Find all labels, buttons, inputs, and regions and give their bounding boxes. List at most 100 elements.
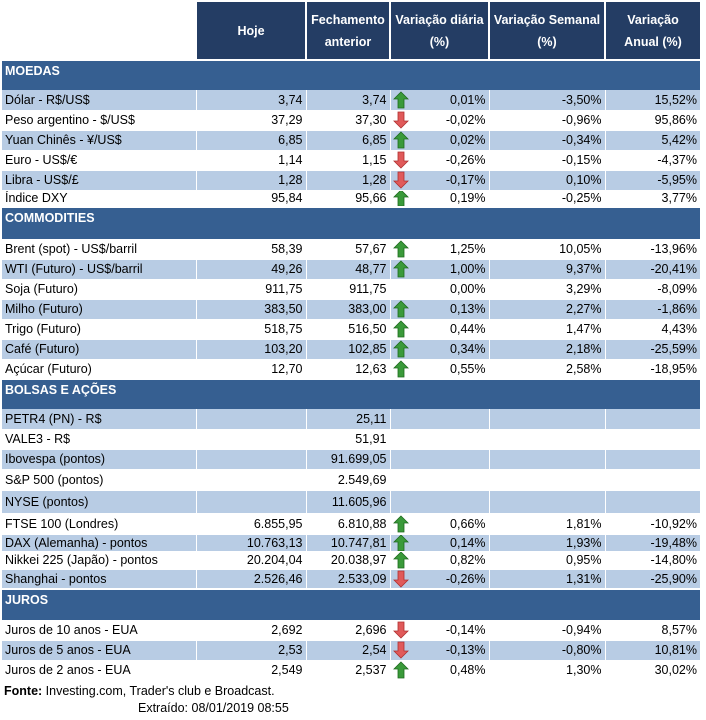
header-blank bbox=[2, 2, 197, 60]
diaria-value: -0,26% bbox=[445, 571, 486, 586]
arrow-up-icon bbox=[392, 534, 409, 550]
cell-anual: -19,48% bbox=[605, 534, 700, 552]
cell-anual: 95,86% bbox=[605, 110, 700, 131]
cell-semanal: 2,18% bbox=[489, 339, 606, 360]
diaria-value: 1,25% bbox=[450, 241, 486, 256]
arrow-down-icon bbox=[392, 621, 409, 639]
cell-semanal: 3,29% bbox=[489, 279, 606, 300]
cell-semanal bbox=[489, 469, 606, 491]
cell-hoje: 12,70 bbox=[196, 359, 307, 380]
cell-semanal: 1,93% bbox=[489, 534, 606, 552]
cell-semanal: -0,94% bbox=[489, 620, 606, 641]
arrow-down-icon bbox=[392, 641, 409, 659]
row-label: DAX (Alemanha) - pontos bbox=[2, 534, 197, 552]
table-row: Índice DXY 95,84 95,66 0,19% -0,25% 3,77… bbox=[2, 190, 700, 208]
table-row: FTSE 100 (Londres) 6.855,95 6.810,88 0,6… bbox=[2, 513, 700, 535]
table-row: VALE3 - R$ 51,91 bbox=[2, 429, 700, 450]
cell-hoje: 1,14 bbox=[196, 150, 307, 171]
cell-semanal: -0,15% bbox=[489, 150, 606, 171]
row-label: Euro - US$/€ bbox=[2, 150, 197, 171]
table-row: S&P 500 (pontos) 2.549,69 bbox=[2, 469, 700, 491]
section-header: COMMODITIES bbox=[2, 206, 700, 239]
cell-fechamento: 6,85 bbox=[306, 130, 391, 151]
arrow-down-icon bbox=[392, 171, 409, 189]
cell-diaria: 0,34% bbox=[390, 339, 490, 360]
cell-fechamento: 57,67 bbox=[306, 239, 391, 260]
cell-anual: 3,77% bbox=[605, 190, 700, 208]
cell-semanal: 1,47% bbox=[489, 319, 606, 340]
header-anual: Variação Anual (%) bbox=[605, 2, 700, 60]
arrow-up-icon bbox=[392, 260, 409, 278]
cell-hoje: 2,549 bbox=[196, 660, 307, 681]
header-semanal: Variação Semanal (%) bbox=[489, 2, 606, 60]
cell-hoje: 518,75 bbox=[196, 319, 307, 340]
row-label: Açúcar (Futuro) bbox=[2, 359, 197, 380]
cell-fechamento: 48,77 bbox=[306, 259, 391, 280]
row-label: Brent (spot) - US$/barril bbox=[2, 239, 197, 260]
row-label: Juros de 2 anos - EUA bbox=[2, 660, 197, 681]
cell-anual bbox=[605, 490, 700, 514]
table-row: PETR4 (PN) - R$ 25,11 bbox=[2, 409, 700, 430]
cell-fechamento: 25,11 bbox=[306, 409, 391, 430]
table-row: Shanghai - pontos 2.526,46 2.533,09 -0,2… bbox=[2, 569, 700, 590]
cell-semanal: 2,27% bbox=[489, 299, 606, 320]
diaria-value: 0,66% bbox=[450, 516, 486, 531]
cell-semanal: -0,96% bbox=[489, 110, 606, 131]
diaria-value: 0,02% bbox=[450, 133, 486, 147]
cell-semanal: 1,81% bbox=[489, 513, 606, 535]
cell-anual: -4,37% bbox=[605, 150, 700, 171]
cell-anual: -10,92% bbox=[605, 513, 700, 535]
cell-hoje bbox=[196, 449, 307, 470]
cell-diaria: 0,14% bbox=[390, 534, 490, 552]
cell-fechamento: 37,30 bbox=[306, 110, 391, 131]
cell-anual: -14,80% bbox=[605, 551, 700, 570]
cell-hoje: 10.763,13 bbox=[196, 534, 307, 552]
arrow-up-icon bbox=[392, 240, 409, 258]
cell-diaria: 0,66% bbox=[390, 513, 490, 535]
table-row: Juros de 5 anos - EUA 2,53 2,54 -0,13% -… bbox=[2, 640, 700, 661]
cell-anual: -20,41% bbox=[605, 259, 700, 280]
cell-fechamento: 12,63 bbox=[306, 359, 391, 380]
cell-fechamento: 6.810,88 bbox=[306, 513, 391, 535]
cell-anual bbox=[605, 469, 700, 491]
market-table-container: Hoje Fechamento anterior Variação diária… bbox=[2, 2, 700, 681]
diaria-value: -0,14% bbox=[445, 622, 486, 637]
row-label: Milho (Futuro) bbox=[2, 299, 197, 320]
header-diaria: Variação diária (%) bbox=[390, 2, 490, 60]
table-row: Trigo (Futuro) 518,75 516,50 0,44% 1,47%… bbox=[2, 319, 700, 340]
row-label: Trigo (Futuro) bbox=[2, 319, 197, 340]
table-row: Milho (Futuro) 383,50 383,00 0,13% 2,27%… bbox=[2, 299, 700, 320]
cell-hoje bbox=[196, 490, 307, 514]
cell-diaria: -0,17% bbox=[390, 170, 490, 191]
cell-hoje: 383,50 bbox=[196, 299, 307, 320]
cell-fechamento: 3,74 bbox=[306, 90, 391, 111]
diaria-value: 0,13% bbox=[450, 302, 486, 316]
row-label: FTSE 100 (Londres) bbox=[2, 513, 197, 535]
cell-diaria: 0,01% bbox=[390, 90, 490, 111]
cell-fechamento: 102,85 bbox=[306, 339, 391, 360]
row-label: Juros de 5 anos - EUA bbox=[2, 640, 197, 661]
cell-diaria: 0,02% bbox=[390, 130, 490, 151]
cell-diaria: 0,13% bbox=[390, 299, 490, 320]
cell-fechamento: 2,54 bbox=[306, 640, 391, 661]
diaria-value: -0,17% bbox=[445, 173, 486, 187]
source-text: Investing.com, Trader's club e Broadcast… bbox=[42, 684, 275, 698]
cell-semanal: -0,34% bbox=[489, 130, 606, 151]
cell-hoje: 2,53 bbox=[196, 640, 307, 661]
cell-diaria bbox=[390, 490, 490, 514]
diaria-value: -0,13% bbox=[445, 643, 486, 657]
cell-diaria: 0,48% bbox=[390, 660, 490, 681]
cell-semanal: -0,80% bbox=[489, 640, 606, 661]
arrow-down-icon bbox=[392, 151, 409, 169]
cell-diaria bbox=[390, 429, 490, 450]
cell-fechamento: 11.605,96 bbox=[306, 490, 391, 514]
row-label: Yuan Chinês - ¥/US$ bbox=[2, 130, 197, 151]
diaria-value: 0,14% bbox=[450, 535, 486, 550]
header-hoje: Hoje bbox=[196, 2, 307, 60]
extracted-timestamp: Extraído: 08/01/2019 08:55 bbox=[138, 701, 289, 715]
diaria-value: 0,48% bbox=[450, 663, 486, 677]
arrow-down-icon bbox=[392, 111, 409, 129]
cell-hoje: 95,84 bbox=[196, 190, 307, 208]
cell-semanal bbox=[489, 490, 606, 514]
cell-diaria: 0,82% bbox=[390, 551, 490, 570]
